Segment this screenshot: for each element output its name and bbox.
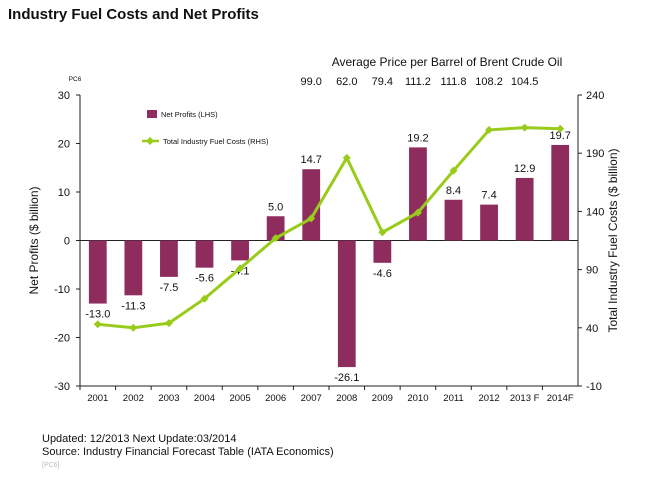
left-tick-label: 30 <box>58 90 70 102</box>
legend-swatch-net-profits <box>147 110 157 118</box>
brent-heading: Average Price per Barrel of Brent Crude … <box>332 55 563 69</box>
left-tick-label: 10 <box>58 187 70 199</box>
fuel-cost-point <box>236 264 245 273</box>
legend-label-fuel-costs: Total Industry Fuel Costs (RHS) <box>163 137 269 146</box>
right-tick-label: 90 <box>586 265 598 277</box>
x-tick-label: 2001 <box>87 393 108 404</box>
left-tick-label: -20 <box>54 333 70 345</box>
bar-data-label: -4.6 <box>373 268 392 280</box>
x-tick-label: 2008 <box>336 393 357 404</box>
brent-price-label: 79.4 <box>372 76 393 88</box>
left-tick-label: -30 <box>54 381 70 393</box>
source-note: Source: Industry Financial Forecast Tabl… <box>42 446 334 458</box>
bar <box>373 240 392 263</box>
brent-price-label: 99.0 <box>301 76 322 88</box>
fuel-cost-point <box>485 125 494 134</box>
chart-title: Industry Fuel Costs and Net Profits <box>8 6 259 23</box>
brent-price-label: 104.5 <box>511 76 539 88</box>
bar-data-label: 19.2 <box>407 132 428 144</box>
x-tick-label: 2006 <box>265 393 286 404</box>
brent-price-label: 111.2 <box>405 76 431 88</box>
fuel-cost-point <box>307 214 316 223</box>
bar <box>409 147 427 241</box>
right-tick-label: 190 <box>586 148 604 160</box>
x-tick-label: 2009 <box>372 393 393 404</box>
fuel-cost-point <box>164 319 173 328</box>
bar <box>195 240 214 268</box>
brent-price-label: 62.0 <box>336 76 357 88</box>
x-tick-label: 2011 <box>443 393 463 404</box>
bar-data-label: -13.0 <box>85 309 110 321</box>
bar-data-label: 14.7 <box>301 154 322 166</box>
right-axis-title: Total Industry Fuel Costs ($ billion) <box>606 148 620 332</box>
bar <box>551 144 570 241</box>
x-tick-label: 2004 <box>194 393 215 404</box>
bar-data-label: -5.6 <box>195 273 214 285</box>
bar <box>231 240 249 261</box>
fuel-cost-point <box>520 123 529 132</box>
bar-data-label: 12.9 <box>514 163 535 175</box>
bar-data-label: 8.4 <box>446 185 461 197</box>
bar-data-label: -11.3 <box>121 300 145 312</box>
bar-data-label: -26.1 <box>334 372 359 384</box>
right-tick-label: -10 <box>586 381 602 393</box>
chart-footer: Updated: 12/2013 Next Update:03/2014 Sou… <box>42 433 334 472</box>
x-tick-label: 2012 <box>479 393 500 404</box>
fuel-cost-point <box>413 208 422 217</box>
x-tick-label: 2005 <box>230 393 251 404</box>
left-tick-label: -10 <box>54 284 70 296</box>
brent-price-label: 108.2 <box>475 76 503 88</box>
bar-data-label: 19.7 <box>550 130 571 142</box>
bar <box>337 240 356 368</box>
legend-label-net-profits: Net Profits (LHS) <box>161 110 218 119</box>
fuel-cost-point <box>556 124 565 133</box>
right-tick-label: 140 <box>586 206 604 218</box>
bar <box>444 199 463 241</box>
bar <box>124 240 143 296</box>
left-axis-title: Net Profits ($ billion) <box>27 186 41 294</box>
bar <box>480 204 498 241</box>
fuel-cost-point <box>93 320 102 329</box>
right-tick-label: 40 <box>586 323 598 335</box>
chart-code: [PC6] <box>42 462 60 469</box>
right-tick-label: 240 <box>586 90 604 102</box>
x-tick-label: 2010 <box>407 393 428 404</box>
bar <box>160 240 178 277</box>
legend-swatch-fuel-marker <box>146 137 154 145</box>
bar-data-label: 7.4 <box>481 190 496 202</box>
bar-data-label: -7.5 <box>159 282 178 294</box>
left-tick-label: 0 <box>64 236 70 248</box>
fuel-cost-point <box>378 228 387 237</box>
x-tick-label: 2013 F <box>510 393 540 404</box>
x-tick-label: 2007 <box>301 393 322 404</box>
left-tick-label: 20 <box>58 139 70 151</box>
fuel-cost-line <box>97 126 561 330</box>
bar <box>302 169 321 241</box>
x-tick-label: 2002 <box>123 393 144 404</box>
corner-label: PC6 <box>69 76 82 83</box>
fuel-cost-point <box>200 294 209 303</box>
brent-price-label: 111.8 <box>441 76 467 88</box>
fuel-cost-point <box>271 234 280 243</box>
update-note: Updated: 12/2013 Next Update:03/2014 <box>42 433 237 445</box>
bar <box>88 240 107 304</box>
bar-data-label: 5.0 <box>268 201 283 213</box>
bar <box>515 177 534 241</box>
fuel-cost-point <box>129 323 138 332</box>
fuel-cost-point <box>342 153 351 162</box>
x-tick-label: 2014F <box>547 393 574 404</box>
x-tick-label: 2003 <box>158 393 179 404</box>
fuel-cost-point <box>449 166 458 175</box>
